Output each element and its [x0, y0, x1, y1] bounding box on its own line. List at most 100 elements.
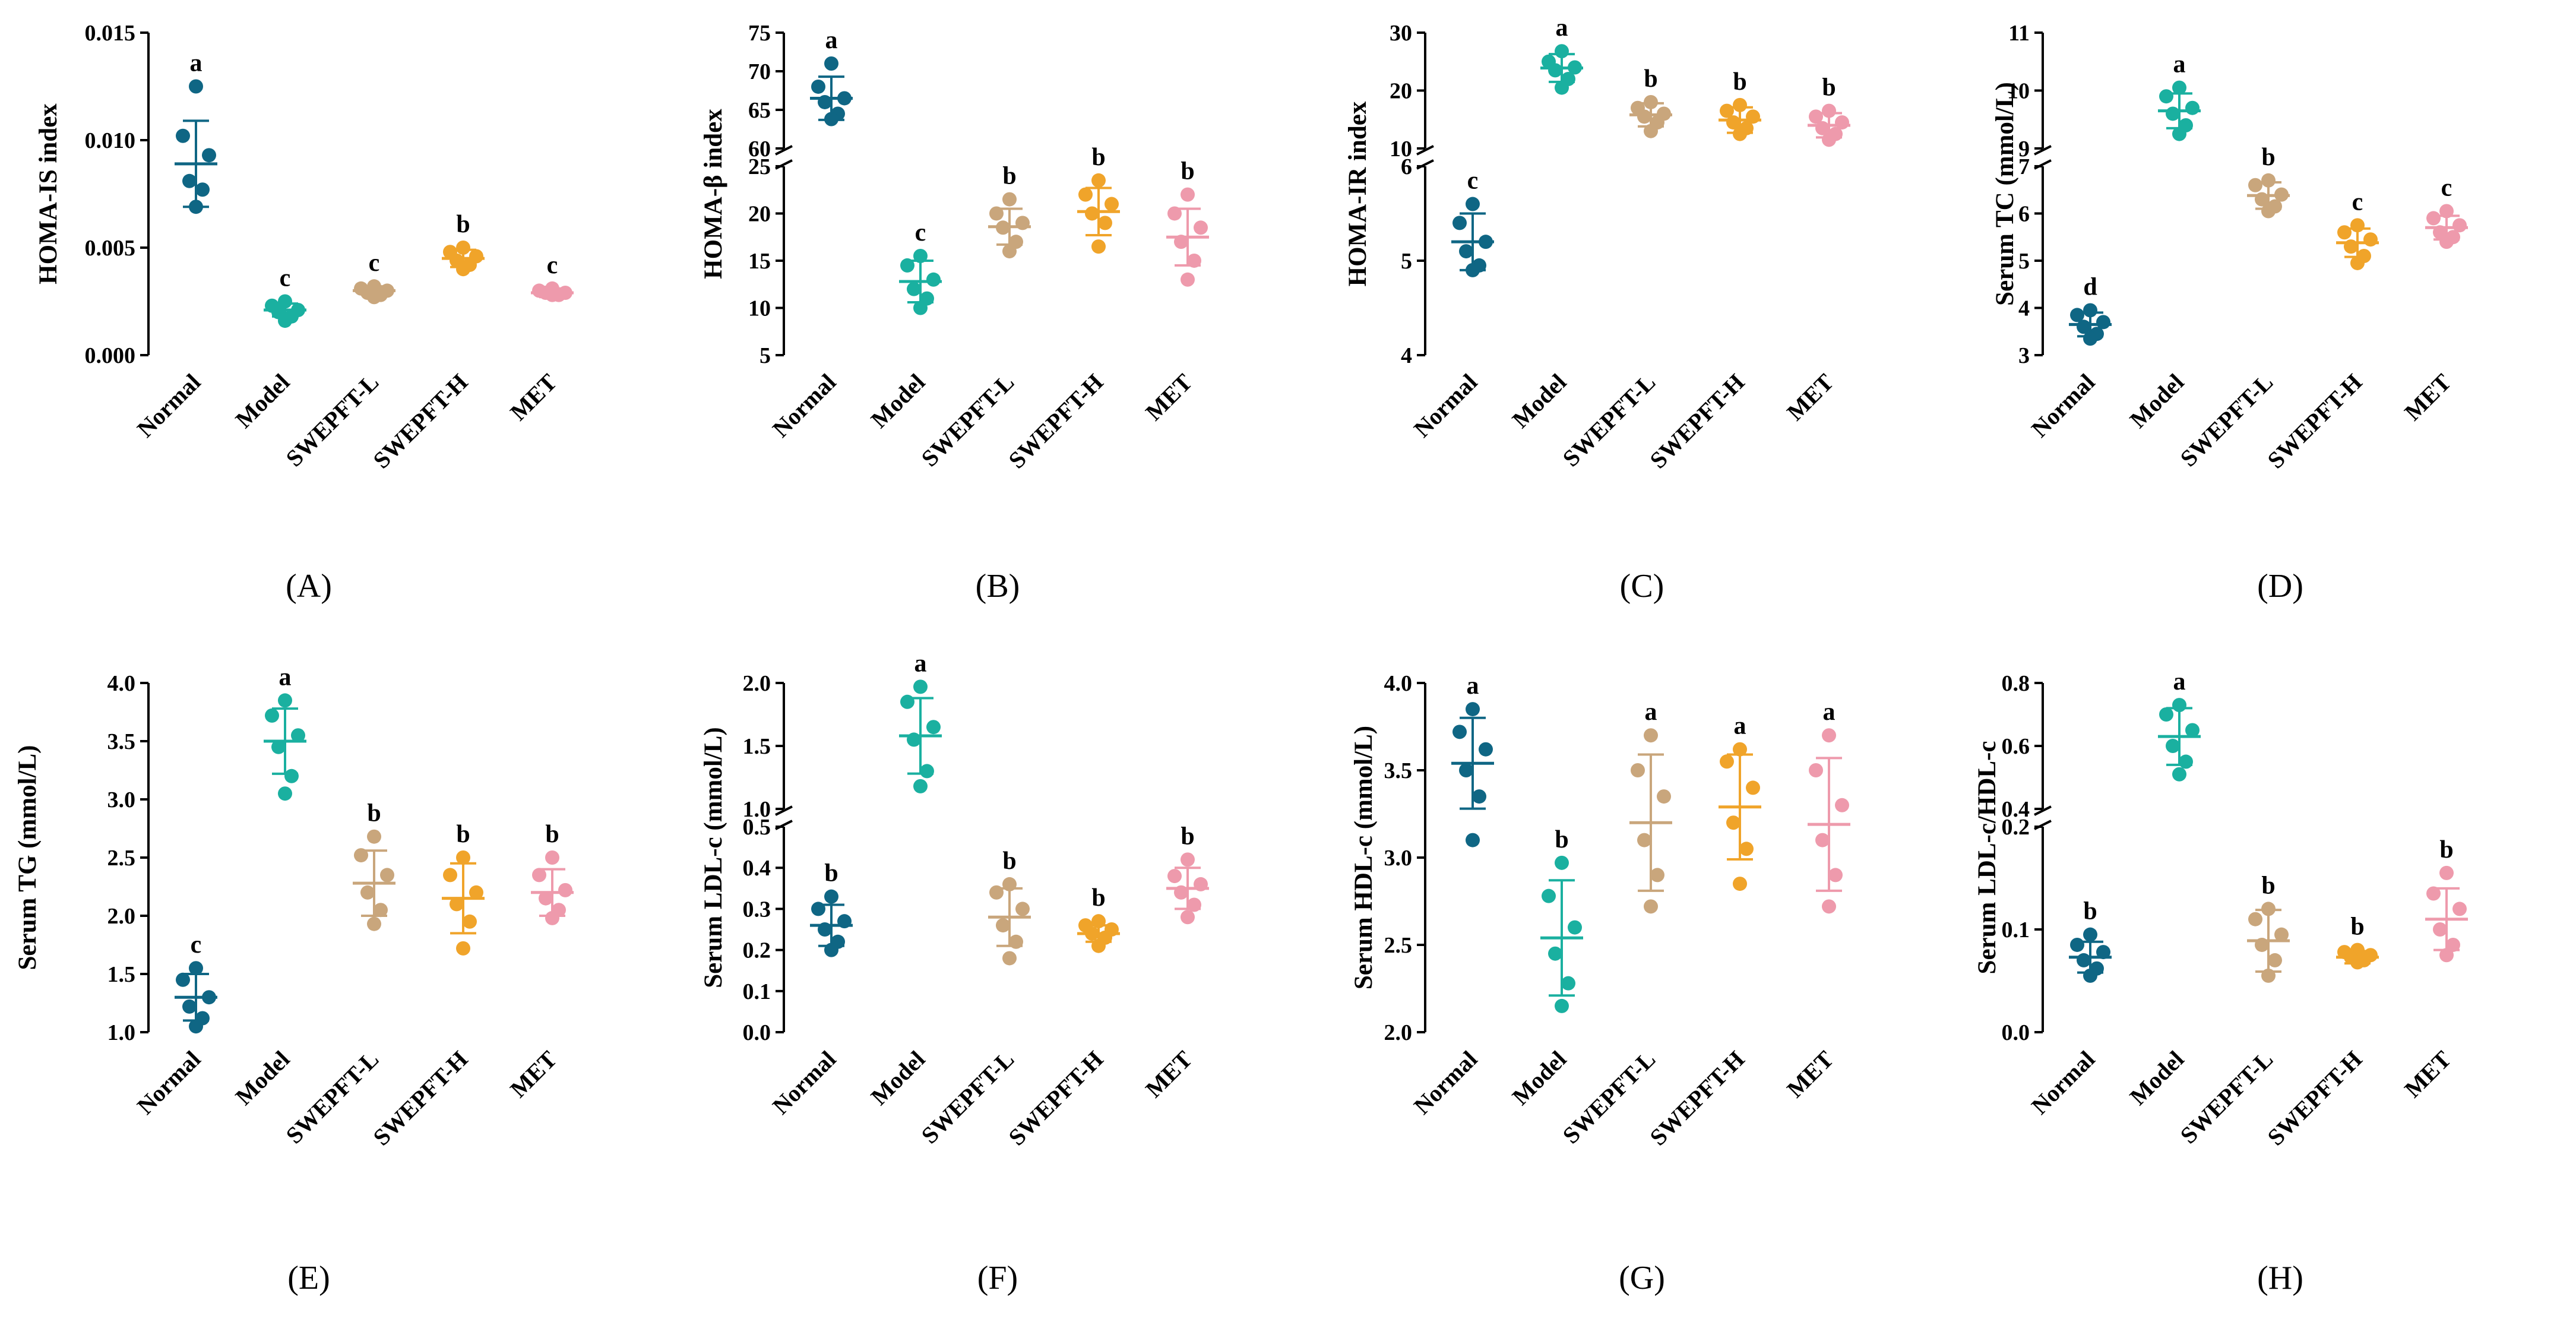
panel-h: 0.0 0.1 0.20.4 0.6 0.8 Serum LDL-c/HDL-c b Norm…: [1973, 668, 2468, 1296]
y-tick-label: 70: [748, 59, 771, 84]
data-point: [1720, 103, 1734, 118]
data-point: [202, 990, 216, 1005]
data-point: [2172, 126, 2186, 141]
data-point: [2077, 320, 2091, 334]
data-point: [1002, 951, 1017, 966]
data-point: [545, 910, 559, 925]
data-point: [2337, 225, 2352, 240]
significance-letter: a: [914, 650, 927, 677]
x-category-label: MET: [1140, 1045, 1197, 1102]
data-point: [1181, 272, 1195, 287]
data-point: [1078, 187, 1093, 202]
data-point: [2439, 948, 2454, 963]
group-normal: a Normal: [1409, 672, 1494, 1119]
significance-letter: b: [1733, 68, 1746, 96]
x-category-label: Normal: [132, 369, 206, 443]
significance-letter: b: [456, 821, 470, 848]
data-point: [1644, 899, 1658, 914]
data-point: [456, 262, 470, 277]
data-point: [2261, 173, 2276, 188]
data-point: [367, 290, 381, 305]
data-point: [913, 679, 928, 694]
y-tick-label: 1.0: [743, 797, 771, 822]
data-point: [354, 848, 368, 863]
y-tick-label: 6: [2018, 201, 2030, 226]
data-point: [278, 786, 292, 801]
panel-e: 1.0 1.5 2.0 2.5 3.0 3.5 4.0 Serum TG (mmol/L) c N…: [14, 663, 574, 1296]
y-tick-label: 20: [1390, 78, 1412, 103]
group-swepft-h: b SWEPFT-H: [2262, 913, 2379, 1150]
data-point: [367, 916, 381, 931]
data-point: [1657, 789, 1671, 804]
group-model: a Model: [2125, 668, 2201, 1110]
data-point: [2439, 865, 2454, 880]
data-point: [824, 943, 838, 957]
data-point: [1746, 780, 1760, 795]
data-point: [1815, 121, 1830, 135]
significance-letter: b: [2439, 836, 2453, 864]
x-category-label: Model: [866, 369, 931, 434]
x-category-label: Model: [230, 1046, 295, 1111]
data-point: [278, 693, 292, 708]
y-tick-label: 65: [748, 98, 771, 123]
data-point: [2083, 968, 2097, 983]
data-point: [1555, 998, 1569, 1013]
y-tick-label: 0.015: [85, 21, 136, 46]
data-point: [1822, 132, 1836, 147]
significance-letter: b: [1181, 158, 1194, 185]
data-point: [1568, 60, 1582, 75]
data-point: [811, 79, 825, 94]
y-tick-label: 3.5: [107, 729, 136, 754]
x-category-label: SWEPFT-L: [1558, 1046, 1661, 1149]
y-tick-label: 0.4: [2002, 797, 2030, 822]
x-category-label: Model: [2125, 1046, 2189, 1111]
y-tick-label: 0.6: [2002, 734, 2030, 759]
data-point: [463, 914, 477, 929]
x-category-label: Normal: [2026, 369, 2100, 443]
data-point: [1105, 197, 1119, 211]
panel-label: (H): [2257, 1260, 2303, 1296]
group-met: c MET: [505, 252, 574, 426]
y-axis-title: HOMA-IS index: [34, 103, 62, 284]
data-point: [1644, 124, 1658, 138]
data-point: [1187, 897, 1201, 912]
data-point: [1561, 976, 1575, 991]
data-point: [811, 902, 825, 916]
data-point: [1809, 109, 1823, 124]
significance-letter: b: [1002, 847, 1016, 875]
data-point: [2166, 739, 2180, 754]
data-point: [926, 720, 941, 735]
y-axis-title: Serum TG (mmol/L): [14, 745, 42, 970]
data-point: [837, 914, 852, 929]
data-point: [2179, 754, 2193, 769]
data-point: [1733, 877, 1747, 891]
significance-letter: a: [825, 27, 838, 54]
x-category-label: Normal: [767, 1046, 841, 1120]
x-category-label: Normal: [2026, 1046, 2100, 1120]
significance-letter: b: [1002, 163, 1016, 190]
group-swepft-h: b SWEPFT-H: [1003, 144, 1120, 473]
data-point: [2274, 927, 2289, 942]
y-tick-label: 1.5: [743, 734, 771, 759]
x-category-label: SWEPFT-H: [1644, 1046, 1749, 1151]
y-tick-label: 0.1: [2002, 918, 2030, 943]
data-point: [989, 206, 1004, 221]
group-met: b MET: [1140, 158, 1209, 426]
data-point: [2439, 204, 2454, 219]
y-tick-label: 9: [2018, 137, 2030, 162]
data-point: [1452, 216, 1467, 230]
group-met: b MET: [1140, 823, 1209, 1103]
data-point: [2070, 937, 2084, 952]
data-point: [837, 91, 852, 106]
group-normal: a Normal: [132, 50, 217, 443]
y-tick-label: 4: [2018, 296, 2030, 321]
axis-break-mark: [775, 805, 793, 816]
data-point: [545, 850, 559, 865]
data-point: [2172, 698, 2186, 713]
data-point: [2255, 192, 2269, 207]
significance-letter: b: [2083, 898, 2097, 925]
y-tick-label: 0.3: [743, 897, 771, 922]
data-point: [2172, 767, 2186, 782]
data-point: [920, 764, 934, 779]
data-point: [271, 739, 286, 754]
